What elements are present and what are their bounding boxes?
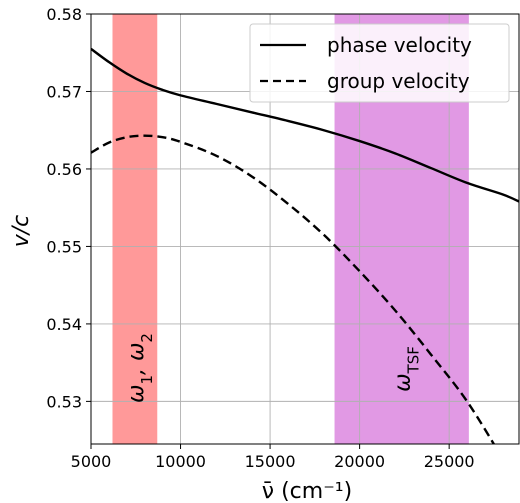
band-label-separator: , [124, 361, 149, 375]
x-tick-label-0: 5000 [71, 452, 112, 471]
y-tick-label-2: 0.55 [46, 237, 82, 256]
y-tick-label-1: 0.54 [46, 315, 82, 334]
legend-box [249, 23, 510, 103]
y-tick-label-5: 0.58 [46, 5, 82, 24]
x-tick-label-4: 25000 [424, 452, 475, 471]
band-label-subscript: TSF [405, 346, 423, 374]
legend-entry-group-velocity: group velocity [327, 69, 470, 93]
band-label-symbol: ω [391, 373, 416, 391]
series-layer [91, 47, 519, 444]
y-tick-label-4: 0.57 [46, 82, 82, 101]
plot-frame [90, 13, 520, 445]
series-line-group-velocity [91, 134, 496, 444]
band-label-symbol: ω [124, 385, 149, 403]
x-axis-label: ν̄ (cm⁻¹) [262, 479, 352, 503]
legend: phase velocity group velocity [249, 23, 510, 103]
band-label-subscript-2: 2 [138, 333, 156, 343]
band-label-1: ωTSF [391, 346, 423, 392]
x-tick-label-3: 20000 [334, 452, 385, 471]
band-label-0: ω1, ω2 [124, 333, 156, 403]
ticks-layer: 5000 10000 15000 20000 25000 0.53 0.54 0.55 0.56… [46, 5, 474, 471]
y-axis-label: v/c [9, 215, 34, 248]
series-line-phase-velocity [91, 47, 519, 203]
y-tick-label-3: 0.56 [46, 160, 82, 179]
y-tick-label-0: 0.53 [46, 392, 82, 411]
x-tick-label-2: 15000 [245, 452, 296, 471]
legend-entry-phase-velocity: phase velocity [327, 33, 472, 57]
x-tick-label-1: 10000 [155, 452, 206, 471]
band-label-symbol-2: ω [124, 343, 149, 361]
band-label-subscript: 1 [138, 375, 156, 385]
